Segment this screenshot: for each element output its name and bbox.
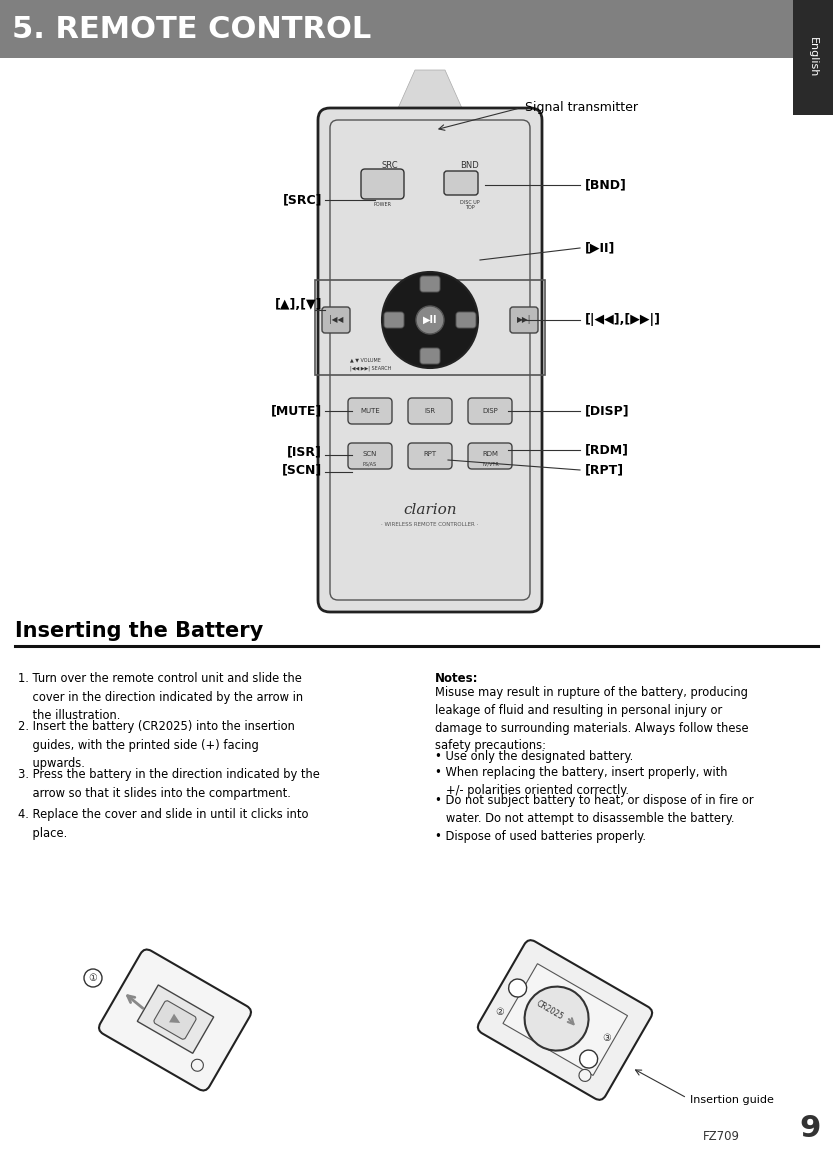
Text: POWER: POWER xyxy=(374,202,392,207)
Text: • Use only the designated battery.: • Use only the designated battery. xyxy=(435,750,633,763)
Text: 5. REMOTE CONTROL: 5. REMOTE CONTROL xyxy=(12,15,372,44)
Polygon shape xyxy=(395,71,465,114)
Text: 4. Replace the cover and slide in until it clicks into
    place.: 4. Replace the cover and slide in until … xyxy=(18,808,308,839)
FancyBboxPatch shape xyxy=(456,312,476,328)
Text: • Dispose of used batteries properly.: • Dispose of used batteries properly. xyxy=(435,830,646,843)
FancyBboxPatch shape xyxy=(444,171,478,195)
Text: 2. Insert the battery (CR2025) into the insertion
    guides, with the printed s: 2. Insert the battery (CR2025) into the … xyxy=(18,720,295,770)
Circle shape xyxy=(525,986,589,1051)
FancyBboxPatch shape xyxy=(408,443,452,469)
Text: PS/AS: PS/AS xyxy=(363,461,377,467)
FancyBboxPatch shape xyxy=(503,964,627,1075)
Text: CR2025: CR2025 xyxy=(535,999,565,1022)
Text: |◀◀ ▶▶| SEARCH: |◀◀ ▶▶| SEARCH xyxy=(350,365,392,371)
Text: 1. Turn over the remote control unit and slide the
    cover in the direction in: 1. Turn over the remote control unit and… xyxy=(18,672,303,722)
Text: Signal transmitter: Signal transmitter xyxy=(525,102,638,114)
FancyBboxPatch shape xyxy=(330,120,530,600)
Text: BND: BND xyxy=(461,161,479,170)
FancyBboxPatch shape xyxy=(510,307,538,333)
FancyBboxPatch shape xyxy=(322,307,350,333)
FancyBboxPatch shape xyxy=(348,443,392,469)
Text: Insertion guide: Insertion guide xyxy=(690,1095,774,1105)
Text: [ISR]: [ISR] xyxy=(287,445,322,459)
FancyBboxPatch shape xyxy=(137,985,214,1053)
FancyBboxPatch shape xyxy=(154,1001,196,1039)
FancyBboxPatch shape xyxy=(468,398,512,424)
Text: SRC: SRC xyxy=(382,161,398,170)
Bar xyxy=(0,0,793,58)
Text: [SRC]: [SRC] xyxy=(282,193,322,207)
Circle shape xyxy=(509,979,526,996)
FancyBboxPatch shape xyxy=(478,940,652,1099)
FancyBboxPatch shape xyxy=(408,398,452,424)
Text: Notes:: Notes: xyxy=(435,672,478,686)
Text: [RDM]: [RDM] xyxy=(585,444,629,457)
Text: [BND]: [BND] xyxy=(585,178,627,192)
Text: [▲],[▼]: [▲],[▼] xyxy=(275,298,322,311)
FancyBboxPatch shape xyxy=(318,108,542,612)
Text: SCN: SCN xyxy=(363,451,377,457)
Text: English: English xyxy=(808,37,818,77)
Text: 3. Press the battery in the direction indicated by the
    arrow so that it slid: 3. Press the battery in the direction in… xyxy=(18,768,320,800)
Text: [SCN]: [SCN] xyxy=(282,464,322,476)
Text: [▶II]: [▶II] xyxy=(585,242,616,254)
Text: [RPT]: [RPT] xyxy=(585,464,624,476)
Circle shape xyxy=(192,1059,203,1072)
Text: ①: ① xyxy=(88,973,97,983)
Text: ②: ② xyxy=(496,1007,504,1017)
FancyBboxPatch shape xyxy=(361,169,404,199)
Text: ▶▶|: ▶▶| xyxy=(516,316,531,325)
Text: [DISP]: [DISP] xyxy=(585,405,630,417)
Bar xyxy=(793,0,833,114)
Text: |◀◀: |◀◀ xyxy=(329,316,343,325)
Text: MUTE: MUTE xyxy=(360,408,380,414)
Text: TV/VTR: TV/VTR xyxy=(481,461,499,467)
Polygon shape xyxy=(169,1014,180,1023)
FancyBboxPatch shape xyxy=(384,312,404,328)
Text: ISR: ISR xyxy=(425,408,436,414)
Text: FZ709: FZ709 xyxy=(703,1131,740,1143)
FancyBboxPatch shape xyxy=(420,348,440,364)
Text: [|◀◀],[▶▶|]: [|◀◀],[▶▶|] xyxy=(585,313,661,326)
Circle shape xyxy=(84,969,102,987)
Text: [MUTE]: [MUTE] xyxy=(271,405,322,417)
Circle shape xyxy=(382,272,478,368)
Text: RDM: RDM xyxy=(482,451,498,457)
Text: • Do not subject battery to heat, or dispose of in fire or
   water. Do not atte: • Do not subject battery to heat, or dis… xyxy=(435,794,754,824)
Text: • When replacing the battery, insert properly, with
   +/- polarities oriented c: • When replacing the battery, insert pro… xyxy=(435,766,727,796)
Circle shape xyxy=(579,1069,591,1081)
Text: ③: ③ xyxy=(602,1033,611,1043)
FancyBboxPatch shape xyxy=(468,443,512,469)
Text: RPT: RPT xyxy=(423,451,436,457)
Text: 9: 9 xyxy=(800,1114,821,1143)
Circle shape xyxy=(580,1050,597,1068)
Text: DISC UP
TOP: DISC UP TOP xyxy=(460,200,480,210)
Text: ▲ ▼ VOLUME: ▲ ▼ VOLUME xyxy=(350,357,381,363)
Text: Misuse may result in rupture of the battery, producing
leakage of fluid and resu: Misuse may result in rupture of the batt… xyxy=(435,686,749,753)
FancyBboxPatch shape xyxy=(420,276,440,292)
Text: · WIRELESS REMOTE CONTROLLER ·: · WIRELESS REMOTE CONTROLLER · xyxy=(382,523,479,527)
Text: ▶II: ▶II xyxy=(423,314,437,325)
FancyBboxPatch shape xyxy=(99,949,251,1090)
FancyBboxPatch shape xyxy=(348,398,392,424)
Text: Inserting the Battery: Inserting the Battery xyxy=(15,621,263,640)
Text: clarion: clarion xyxy=(403,503,456,517)
Circle shape xyxy=(416,306,444,334)
Text: DISP: DISP xyxy=(482,408,498,414)
